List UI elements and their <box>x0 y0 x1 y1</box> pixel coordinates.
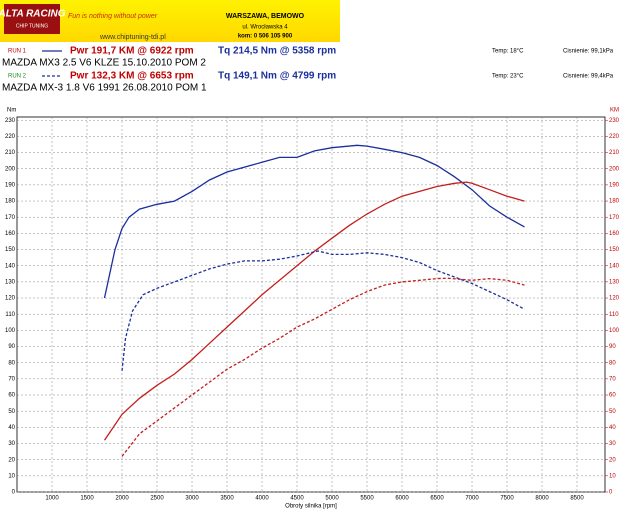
y-tick-label: 180 <box>5 199 16 205</box>
y-tick-label: 60 <box>8 393 15 399</box>
y2-axis-label: KM <box>610 108 619 114</box>
run-pressure: Cisnienie: 99,1kPa <box>563 49 614 55</box>
y2-tick-label: 170 <box>609 215 620 221</box>
run-torque: Tq 214,5 Nm @ 5358 rpm <box>218 46 336 57</box>
x-tick-label: 8000 <box>535 496 549 502</box>
y2-tick-label: 130 <box>609 279 620 285</box>
y-tick-label: 0 <box>12 490 16 496</box>
run-label: RUN 2 <box>8 74 27 80</box>
y-tick-label: 140 <box>5 263 16 269</box>
run-pressure: Cisnienie: 99,4kPa <box>563 74 614 80</box>
y-tick-label: 120 <box>5 296 16 302</box>
y-tick-label: 90 <box>8 344 15 350</box>
y-tick-label: 50 <box>8 409 15 415</box>
y-tick-label: 220 <box>5 134 16 140</box>
y2-tick-label: 60 <box>609 393 616 399</box>
y2-tick-label: 110 <box>609 312 619 318</box>
y-tick-label: 30 <box>8 441 15 447</box>
run-torque: Tq 149,1 Nm @ 4799 rpm <box>218 71 336 82</box>
x-tick-label: 4500 <box>290 496 304 502</box>
y-tick-label: 170 <box>5 215 16 221</box>
x-tick-label: 2000 <box>115 496 129 502</box>
x-tick-label: 7500 <box>500 496 514 502</box>
x-axis-label: Obroty silnika [rpm] <box>285 504 337 510</box>
curve <box>121 250 525 371</box>
y2-tick-label: 20 <box>609 457 616 463</box>
y-tick-label: 150 <box>5 247 16 253</box>
y2-tick-label: 50 <box>609 409 616 415</box>
y-tick-label: 190 <box>5 182 16 188</box>
brand: ALTA RACING <box>0 9 66 20</box>
x-tick-label: 3500 <box>220 496 234 502</box>
y2-tick-label: 70 <box>609 376 616 382</box>
x-tick-label: 1000 <box>45 496 59 502</box>
x-tick-label: 3000 <box>185 496 199 502</box>
y2-tick-label: 230 <box>609 118 620 124</box>
run-power: Pwr 132,3 KM @ 6653 rpm <box>70 71 194 82</box>
y2-tick-label: 90 <box>609 344 616 350</box>
y2-tick-label: 30 <box>609 441 616 447</box>
x-tick-label: 4000 <box>255 496 269 502</box>
brand-sub: CHIP TUNING <box>16 23 48 29</box>
y2-tick-label: 160 <box>609 231 620 237</box>
address-street: ul. Wrocławska 4 <box>242 25 288 31</box>
x-tick-label: 1500 <box>80 496 94 502</box>
y-tick-label: 80 <box>8 360 15 366</box>
logo <box>4 4 60 34</box>
address-city: WARSZAWA, BEMOWO <box>226 13 305 20</box>
curve <box>103 181 525 441</box>
y2-tick-label: 80 <box>609 360 616 366</box>
y-tick-label: 70 <box>8 376 15 382</box>
y2-tick-label: 10 <box>609 473 616 479</box>
y2-tick-label: 140 <box>609 263 620 269</box>
x-tick-label: 7000 <box>465 496 479 502</box>
y-tick-label: 200 <box>5 166 16 172</box>
y-axis-label: Nm <box>7 108 16 114</box>
y2-tick-label: 210 <box>609 150 620 156</box>
x-tick-label: 5000 <box>325 496 339 502</box>
y2-tick-label: 120 <box>609 296 620 302</box>
run-car: MAZDA MX-3 1.8 V6 1991 26.08.2010 POM 1 <box>2 83 207 94</box>
y2-tick-label: 180 <box>609 199 620 205</box>
curve <box>103 144 525 299</box>
y2-tick-label: 0 <box>609 490 613 496</box>
url: www.chiptuning-tdi.pl <box>99 34 166 41</box>
run-temp: Temp: 18°C <box>492 49 524 55</box>
run-car: MAZDA MX3 2.5 V6 KLZE 15.10.2010 POM 2 <box>2 58 206 69</box>
y-tick-label: 110 <box>5 312 15 318</box>
y2-tick-label: 190 <box>609 182 620 188</box>
y-tick-label: 10 <box>8 473 15 479</box>
y2-tick-label: 100 <box>609 328 620 334</box>
y2-tick-label: 200 <box>609 166 620 172</box>
x-tick-label: 5500 <box>360 496 374 502</box>
y2-tick-label: 40 <box>609 425 616 431</box>
y-tick-label: 100 <box>5 328 16 334</box>
run-temp: Temp: 23°C <box>492 74 524 80</box>
x-tick-label: 8500 <box>570 496 584 502</box>
y-tick-label: 40 <box>8 425 15 431</box>
x-tick-label: 6500 <box>430 496 444 502</box>
slogan: Fun is nothing without power <box>68 13 158 20</box>
y-tick-label: 130 <box>5 279 16 285</box>
run-power: Pwr 191,7 KM @ 6922 rpm <box>70 46 194 57</box>
curve <box>121 277 525 457</box>
y2-tick-label: 220 <box>609 134 620 140</box>
y2-tick-label: 150 <box>609 247 620 253</box>
y-tick-label: 20 <box>8 457 15 463</box>
x-tick-label: 6000 <box>395 496 409 502</box>
y-tick-label: 160 <box>5 231 16 237</box>
y-tick-label: 210 <box>5 150 16 156</box>
address-phone: kom: 0 506 105 900 <box>238 34 293 40</box>
run-label: RUN 1 <box>8 49 27 55</box>
x-tick-label: 2500 <box>150 496 164 502</box>
y-tick-label: 230 <box>5 118 16 124</box>
